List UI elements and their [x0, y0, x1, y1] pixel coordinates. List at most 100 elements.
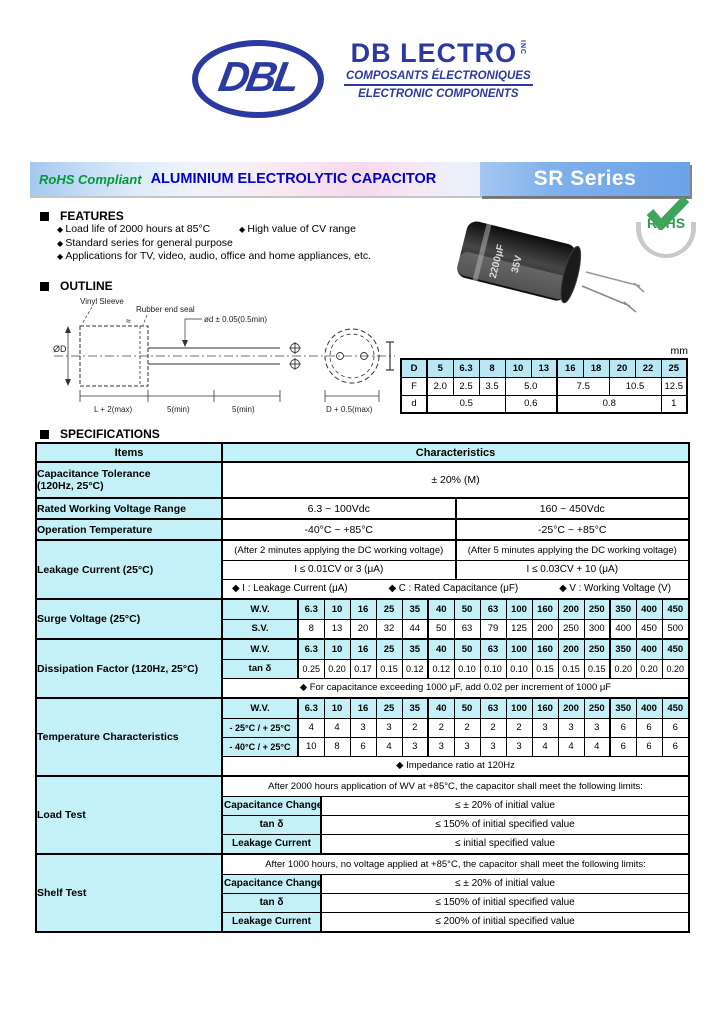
- value-cell: 160: [531, 640, 559, 660]
- value-cell: 1: [660, 394, 688, 414]
- tolerance-value: ± 20% (M): [221, 461, 690, 499]
- value-cell: 350: [609, 600, 637, 620]
- company-logo: DBL DB LECTRO INC COMPOSANTS ÉLECTRONIQU…: [192, 40, 533, 118]
- lead-diameter-label: ød ± 0.05(0.5min): [204, 315, 267, 324]
- value-cell: 5.0: [504, 376, 558, 396]
- feature-item: High value of CV range: [239, 223, 356, 237]
- row-label: tan δ: [223, 814, 322, 835]
- operation-temperature-values: -40°C ~ +85°C -25°C ~ +85°C: [221, 518, 690, 541]
- value-cell: 16: [349, 600, 377, 620]
- capacitor-photo: 2200μF 35V: [457, 221, 645, 313]
- value-cell: 200: [557, 699, 585, 719]
- value-cell: 6.3 ~ 100Vdc: [223, 499, 456, 518]
- items-column-header: Items: [35, 442, 223, 463]
- item-label: Surge Voltage (25°C): [35, 598, 223, 640]
- value-cell: ≤ 150% of initial specified value: [320, 814, 688, 835]
- table-row: d 0.5 0.6 0.8 1: [400, 394, 688, 414]
- length-dim-label: L + 2(max): [94, 405, 132, 414]
- capacitor-marking-voltage: 35V: [510, 254, 525, 274]
- specifications-table: Items Characteristics Capacitance Tolera…: [35, 442, 690, 933]
- row-label: W.V.: [223, 600, 299, 620]
- row-label: - 25°C / + 25°C: [223, 717, 299, 738]
- value-cell: 6: [661, 717, 688, 738]
- section-bullet-icon: [40, 281, 49, 291]
- end-view-outer: [324, 328, 380, 384]
- table-row: D 5 6.3 8 10 13 16 18 20 22 25: [400, 358, 688, 378]
- leader-line: [184, 318, 202, 344]
- table-row: F 2.0 2.5 3.5 5.0 7.5 10.5 12.5: [400, 376, 688, 396]
- title-banner: RoHS Compliant ALUMINIUM ELECTROLYTIC CA…: [30, 162, 690, 196]
- value-cell: 5: [426, 358, 454, 378]
- value-cell: 500: [661, 618, 688, 638]
- logo-name-line: DB LECTRO INC: [351, 40, 527, 67]
- value-cell: 22: [634, 358, 662, 378]
- value-cell: 0.5: [426, 394, 506, 414]
- table-header-row: Items Characteristics: [35, 442, 690, 463]
- value-cell: 6.3: [297, 699, 325, 719]
- value-cell: 6.3: [452, 358, 480, 378]
- check-icon: [646, 196, 690, 230]
- item-label-line: (120Hz, 25°C): [37, 480, 104, 492]
- value-cell: 16: [556, 358, 584, 378]
- value-cell: 4: [323, 717, 351, 738]
- series-name: SR Series: [533, 167, 637, 190]
- arrowhead: [65, 379, 71, 386]
- logo-text-block: DB LECTRO INC COMPOSANTS ÉLECTRONIQUES E…: [344, 40, 533, 100]
- feature-row: Standard series for general purpose: [57, 237, 371, 251]
- row-label: Leakage Current: [223, 911, 322, 931]
- legend-cell: ◆ I : Leakage Current (μA) ◆ C : Rated C…: [223, 578, 688, 598]
- value-cell: 40: [427, 600, 455, 620]
- value-cell: 40: [427, 699, 455, 719]
- capacitor-sleeve-band: [457, 252, 569, 300]
- specifications-heading-label: SPECIFICATIONS: [60, 427, 160, 441]
- value-cell: 10: [297, 736, 325, 757]
- item-label: Rated Working Voltage Range: [35, 497, 223, 520]
- value-cell: 6: [609, 736, 637, 757]
- value-cell: 18: [582, 358, 610, 378]
- row-label: tan δ: [223, 892, 322, 913]
- value-cell: 16: [349, 640, 377, 660]
- value-cell: 4: [297, 717, 325, 738]
- value-cell: 2.0: [426, 376, 454, 396]
- leakage-current-values: (After 2 minutes applying the DC working…: [221, 539, 690, 600]
- value-cell: 3: [349, 717, 377, 738]
- value-cell: 35: [401, 640, 429, 660]
- value-cell: 4: [583, 736, 611, 757]
- legend-item: ◆ C : Rated Capacitance (μF): [388, 583, 519, 595]
- features-heading-label: FEATURES: [60, 209, 124, 223]
- specifications-heading: SPECIFICATIONS: [40, 427, 160, 441]
- section-bullet-icon: [40, 211, 49, 221]
- row-label: W.V.: [223, 640, 299, 660]
- leader-line: [81, 306, 93, 325]
- row-label: Leakage Current: [223, 833, 322, 853]
- outline-heading-label: OUTLINE: [60, 279, 113, 293]
- lead-hole: [336, 352, 344, 360]
- rohs-badge: RoHS: [636, 196, 696, 260]
- page-title: ALUMINIUM ELECTROLYTIC CAPACITOR: [150, 171, 437, 187]
- value-cell: ≤ ± 20% of initial value: [320, 795, 688, 816]
- load-test-row: Load Test After 2000 hours application o…: [35, 775, 690, 855]
- value-cell: 25: [660, 358, 688, 378]
- value-cell: 3: [453, 736, 481, 757]
- feature-item: Applications for TV, video, audio, offic…: [57, 250, 371, 264]
- dissipation-factor-row: Dissipation Factor (120Hz, 25°C) W.V. 6.…: [35, 638, 690, 699]
- shelf-test-values: After 1000 hours, no voltage applied at …: [221, 853, 690, 933]
- lead-end-symbol: [289, 342, 301, 370]
- value-cell: 3: [505, 736, 533, 757]
- value-cell: 10.5: [608, 376, 662, 396]
- note-cell: ◆ Impedance ratio at 120Hz: [223, 755, 688, 775]
- value-cell: 6: [635, 717, 663, 738]
- value-cell: 44: [401, 618, 429, 638]
- lead-min-label: 5(min): [232, 405, 255, 414]
- item-label: Shelf Test: [35, 853, 223, 933]
- row-label: tan δ: [223, 658, 299, 679]
- value-cell: 350: [609, 699, 637, 719]
- operation-temperature-row: Operation Temperature -40°C ~ +85°C -25°…: [35, 518, 690, 541]
- voltage-range-row: Rated Working Voltage Range 6.3 ~ 100Vdc…: [35, 497, 690, 520]
- tagline-english: ELECTRONIC COMPONENTS: [358, 88, 519, 100]
- value-cell: -25°C ~ +85°C: [454, 520, 688, 539]
- value-cell: 450: [661, 600, 688, 620]
- feature-item: Standard series for general purpose: [57, 237, 233, 251]
- value-cell: 32: [375, 618, 403, 638]
- value-cell: 20: [349, 618, 377, 638]
